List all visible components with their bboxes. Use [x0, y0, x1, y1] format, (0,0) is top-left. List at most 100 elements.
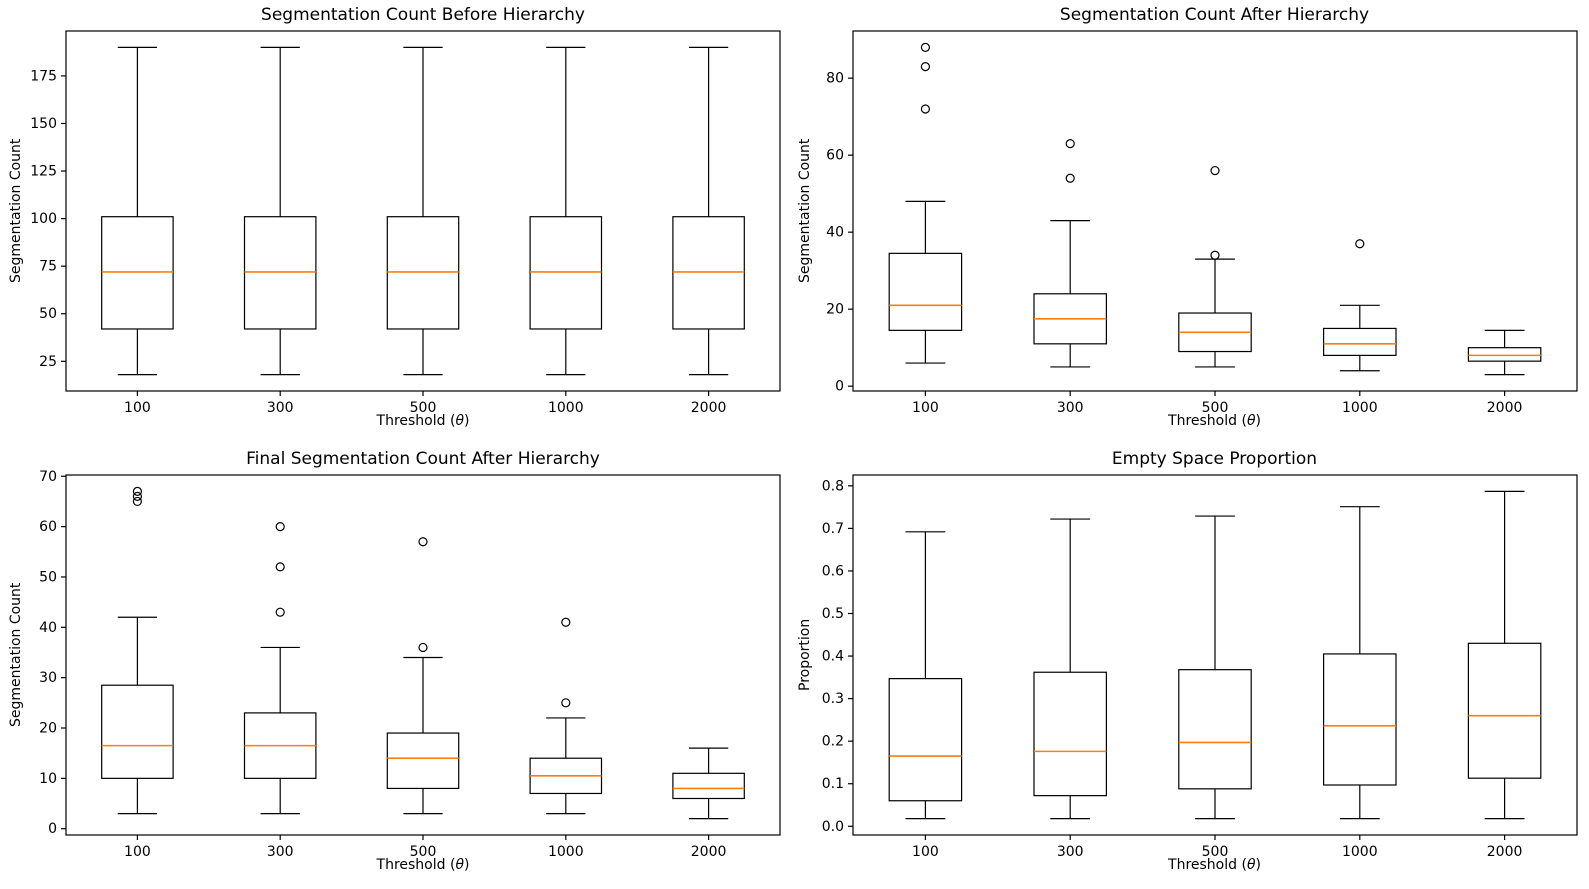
x-axis-label: Threshold (θ): [66, 857, 780, 873]
iqr-box: [1467, 347, 1541, 362]
y-tick-label: 60: [826, 148, 844, 164]
x-tick-label: 500: [410, 844, 437, 860]
theta-symbol: θ: [455, 856, 465, 873]
box-group: [1177, 514, 1252, 819]
theta-symbol: θ: [455, 413, 465, 429]
outlier-point: [275, 561, 285, 571]
box-group: [672, 46, 745, 376]
chart-title: Empty Space Proportion: [1111, 448, 1318, 469]
y-tick-label: 0.5: [821, 606, 843, 622]
y-tick-label: 0.4: [821, 648, 843, 664]
x-axis-label-suffix: ): [1255, 413, 1261, 429]
y-tick-label: 50: [39, 569, 57, 585]
iqr-box: [1177, 668, 1252, 789]
y-tick-label: 0.6: [821, 563, 843, 579]
y-tick-label: 125: [30, 164, 57, 180]
x-axis-label-text: Threshold (: [1168, 856, 1247, 873]
iqr-box: [888, 252, 962, 331]
box-group: [1322, 239, 1397, 372]
outlier-point: [1065, 139, 1075, 149]
y-tick-label: 0.7: [821, 520, 843, 536]
outlier-point: [132, 491, 142, 501]
iqr-box: [529, 216, 603, 330]
x-tick-label: 2000: [691, 844, 727, 860]
x-tick-label: 100: [912, 844, 939, 860]
box-group: [1032, 139, 1107, 368]
outlier-point: [1354, 239, 1364, 249]
x-tick-label: 2000: [1486, 400, 1522, 416]
subplot-empty-space-proportion: 0.0 0.1 0.2 0.3 0.4 0.5 0.6 0.7 0.8 100 300 500 1000…: [795, 445, 1589, 889]
y-tick-label: 150: [30, 116, 57, 132]
box-group: [888, 530, 962, 819]
y-tick-label: 0: [48, 821, 57, 837]
x-tick-label: 500: [1201, 400, 1228, 416]
iqr-box: [888, 677, 962, 801]
y-tick-label: 0.1: [821, 776, 843, 792]
box-group: [386, 46, 460, 376]
iqr-box: [243, 216, 317, 330]
y-tick-label: 20: [39, 720, 57, 736]
outlier-point: [418, 536, 428, 546]
y-tick-label: 80: [826, 71, 844, 87]
iqr-box: [672, 772, 745, 799]
y-tick-label: 0: [835, 379, 844, 395]
outlier-point: [132, 486, 142, 496]
x-tick-label: 100: [124, 844, 151, 860]
x-tick-label: 2000: [691, 400, 727, 416]
x-tick-label: 1000: [548, 844, 584, 860]
x-axis-label-suffix: ): [1255, 856, 1261, 873]
outlier-point: [418, 642, 428, 652]
iqr-box: [101, 684, 174, 779]
iqr-box: [672, 216, 745, 330]
y-axis-label: Segmentation Count: [796, 138, 813, 284]
x-axis-label-text: Threshold (: [376, 413, 456, 429]
x-tick-label: 500: [410, 400, 437, 416]
chart-title: Final Segmentation Count After Hierarchy: [246, 448, 600, 469]
outlier-point: [275, 521, 285, 531]
outlier-point: [920, 104, 930, 114]
x-tick-label: 300: [1056, 844, 1083, 860]
theta-symbol: θ: [1246, 413, 1256, 429]
box-group: [888, 42, 962, 364]
y-tick-label: 70: [39, 468, 57, 484]
subplot-final-seg-count-after-hierarchy: 0 10 20 30 40 50 60 70 100 300 500 1000 2000 Final S…: [0, 445, 795, 889]
outlier-point: [1209, 165, 1220, 176]
x-axis-label-suffix: ): [464, 413, 470, 429]
iqr-box: [386, 731, 460, 789]
subplot-seg-count-after-hierarchy: 0 20 40 60 80 100 300 500 1000 2000 Segmentation …: [795, 0, 1589, 445]
y-tick-label: 0.3: [821, 691, 843, 707]
y-axis-label: Segmentation Count: [8, 582, 24, 727]
boxplot-canvas-after-hierarchy: 0 20 40 60 80 100 300 500 1000 2000: [826, 30, 1578, 416]
y-axis-label: Segmentation Count: [8, 138, 24, 284]
x-tick-label: 100: [912, 400, 939, 416]
iqr-box: [386, 216, 460, 330]
iqr-box: [101, 216, 174, 330]
box-group: [1322, 505, 1397, 819]
x-tick-label: 300: [267, 400, 294, 416]
outlier-point: [920, 42, 930, 52]
y-tick-label: 50: [39, 306, 57, 322]
boxplot-canvas-before-hierarchy: 25 50 75 100 125 150 175 100 300 500 1000 2000: [30, 30, 781, 416]
iqr-box: [1467, 642, 1541, 779]
outlier-point: [275, 607, 285, 617]
chart-title: Segmentation Count After Hierarchy: [1059, 5, 1370, 25]
box-group: [529, 617, 603, 814]
y-tick-label: 20: [826, 302, 844, 318]
boxplot-canvas-empty-space: 0.0 0.1 0.2 0.3 0.4 0.5 0.6 0.7 0.8 100 300 500 1000…: [821, 473, 1578, 860]
box-group: [101, 486, 174, 814]
y-tick-label: 75: [39, 259, 57, 275]
outlier-point: [920, 62, 930, 72]
x-axis-label-text: Threshold (: [1168, 413, 1247, 429]
iqr-box: [1322, 327, 1397, 356]
outlier-point: [561, 697, 571, 707]
x-axis-label: Threshold (θ): [853, 857, 1577, 873]
y-tick-label: 0.0: [821, 818, 843, 834]
box-group: [101, 46, 174, 376]
x-axis-label-text: Threshold (: [376, 856, 456, 873]
boxplot-canvas-final-after-hierarchy: 0 10 20 30 40 50 60 70 100 300 500 1000 2000: [39, 468, 781, 860]
x-tick-label: 300: [267, 844, 294, 860]
x-tick-label: 500: [1201, 844, 1228, 860]
box-group: [672, 747, 745, 819]
outlier-point: [1209, 250, 1220, 260]
